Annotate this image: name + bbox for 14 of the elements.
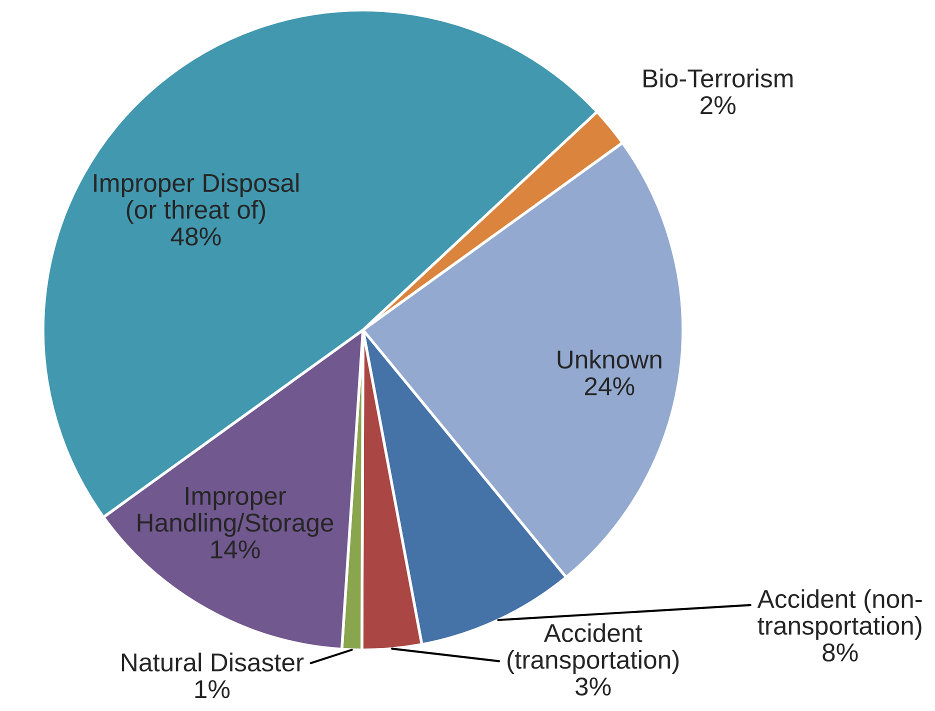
slice-label: Improper Handling/Storage xyxy=(138,487,334,537)
slice-label: Improper Disposal (or threat of) xyxy=(94,173,298,224)
data-label: 2% xyxy=(700,96,736,114)
data-label: 1% xyxy=(195,680,230,698)
slice-label: Accident (transportation) xyxy=(508,623,679,674)
slice-label: Bio-Terrorism xyxy=(644,68,793,88)
data-label: 14% xyxy=(211,540,260,558)
slice-label: Unknown xyxy=(558,350,662,369)
data-label: 3% xyxy=(575,677,611,696)
data-label: 8% xyxy=(822,643,858,662)
slice-label: Accident (non- transportation) xyxy=(757,589,922,640)
data-label: 24% xyxy=(584,377,634,396)
slice-label: Natural Disaster xyxy=(122,652,304,672)
data-label: 48% xyxy=(170,227,221,246)
